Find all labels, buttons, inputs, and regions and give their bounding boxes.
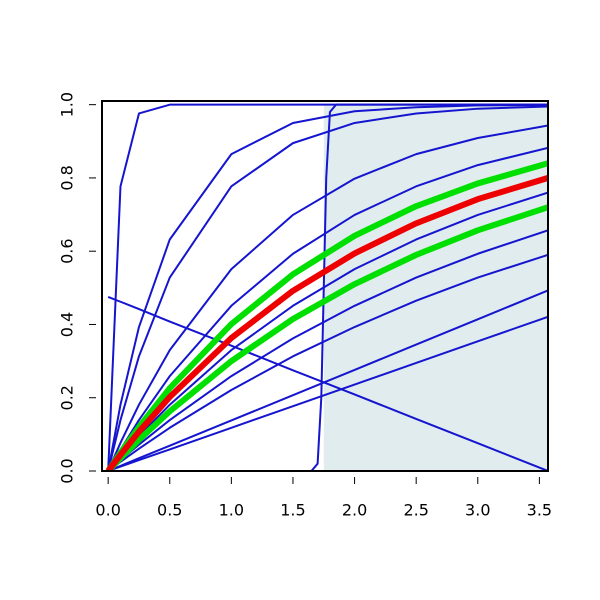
series-line [107, 296, 548, 471]
plot-area [105, 103, 548, 471]
y-tick-label: 0.2 [58, 385, 77, 410]
x-tick-label: 2.0 [342, 501, 367, 520]
series-line [105, 204, 548, 471]
x-tick-label: 1.0 [219, 501, 244, 520]
x-tick-label: 0.0 [95, 501, 120, 520]
y-tick-label: 0.4 [58, 312, 77, 337]
x-tick-label: 0.5 [157, 501, 182, 520]
y-tick-label: 1.0 [58, 92, 77, 117]
shaded-region [323, 104, 548, 471]
series-line [107, 105, 548, 471]
x-tick-label: 3.0 [465, 501, 490, 520]
series-line [105, 175, 548, 471]
series-line [107, 104, 548, 471]
y-tick-label: 0.8 [58, 165, 77, 190]
x-tick-label: 2.5 [403, 501, 428, 520]
x-tick-label: 1.5 [280, 501, 305, 520]
y-tick-label: 0.6 [58, 238, 77, 263]
y-tick-label: 0.0 [58, 458, 77, 483]
series-line [107, 315, 548, 471]
plot-frame [101, 100, 549, 472]
series-line [108, 103, 548, 471]
series-line [107, 289, 548, 471]
x-tick-label: 3.5 [527, 501, 552, 520]
series-line [107, 253, 548, 471]
series-line [107, 124, 548, 471]
